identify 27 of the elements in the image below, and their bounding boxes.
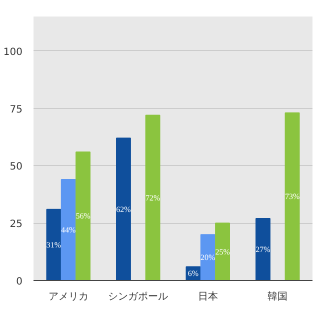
data-label: 27%	[256, 245, 271, 254]
data-label: 56%	[76, 212, 91, 221]
y-tick-label: 50	[10, 162, 23, 173]
data-label: 72%	[145, 193, 160, 202]
bar	[46, 208, 62, 280]
bar	[256, 218, 270, 280]
data-label: 20%	[200, 253, 216, 262]
x-tick-label: 日本	[198, 290, 218, 302]
y-tick-label: 25	[10, 219, 23, 230]
x-tick-label: 韓国	[268, 290, 288, 302]
y-tick-label: 0	[16, 276, 23, 288]
data-label: 73%	[284, 192, 300, 202]
y-tick-label: 75	[10, 104, 23, 116]
bar	[116, 138, 131, 280]
x-tick-label: アメリカ	[48, 292, 88, 302]
x-tick-label: シンガポール	[108, 292, 168, 302]
bar	[145, 114, 160, 280]
bar	[215, 222, 230, 280]
data-label: 31%	[46, 240, 62, 250]
data-label: 25%	[215, 247, 230, 256]
data-label: 6%	[188, 269, 199, 278]
bar	[76, 151, 90, 280]
data-label: 62%	[116, 204, 132, 214]
y-tick-label: 100	[3, 46, 23, 58]
bar	[284, 112, 300, 280]
data-label: 44%	[61, 225, 76, 234]
bar	[60, 178, 76, 280]
